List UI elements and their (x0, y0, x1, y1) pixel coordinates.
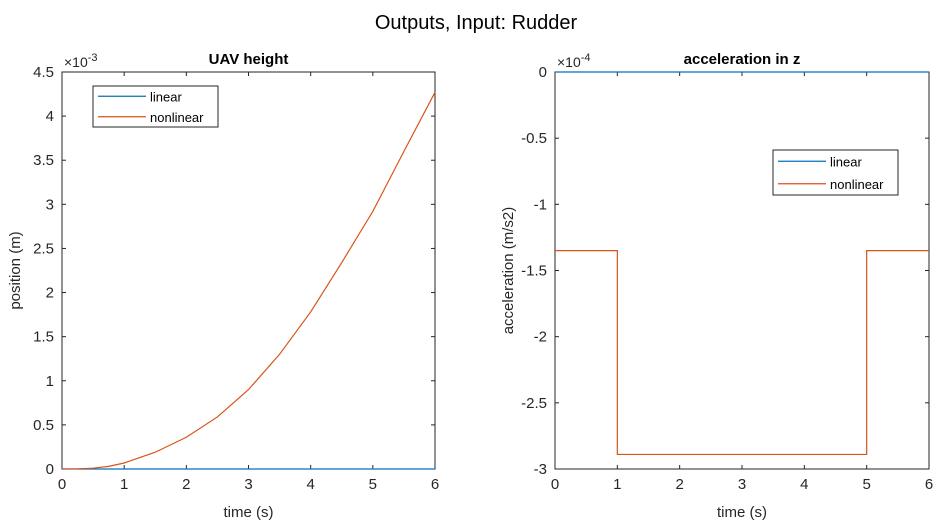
figure-title: Outputs, Input: Rudder (375, 12, 578, 34)
accel-z-legend-label-linear: linear (830, 154, 862, 169)
uav-height-ytick-label: 2.5 (33, 240, 54, 257)
accel-z-ytick-label: -1.5 (521, 263, 547, 280)
accel-z-series-nonlinear-line (555, 250, 929, 456)
accel-z-xlabel: time (s) (717, 504, 767, 521)
accel-z-ylabel: acceleration (m/s2) (500, 207, 517, 335)
uav-height-xtick-label: 0 (58, 476, 66, 493)
accel-z-ytick-label: -3 (534, 461, 547, 478)
uav-height-legend-label-linear: linear (150, 89, 182, 104)
uav-height-xtick-label: 4 (306, 476, 314, 493)
uav-height-ytick-label: 3 (46, 196, 54, 213)
uav-height-ytick-label: 0 (46, 461, 54, 478)
uav-height-ytick-label: 4 (46, 108, 54, 125)
uav-height-xtick-label: 2 (182, 476, 190, 493)
accel-z-xtick-label: 1 (613, 476, 621, 493)
uav-height-title: UAV height (209, 51, 289, 68)
accel-z-ytick-label: -1 (534, 196, 547, 213)
accel-z-axes-box (554, 71, 930, 470)
uav-height-ytick-label: 0.5 (33, 417, 54, 434)
uav-height-axes-box (61, 71, 436, 470)
acceleration-plot: 0 1 2 3 4 5 6 0 -0.5 -1 -1.5 -2 -2.5 -3 ×10-4 accelerat… (500, 51, 933, 521)
uav-height-xtick-label: 5 (369, 476, 377, 493)
uav-height-series-nonlinear-line (61, 92, 436, 470)
uav-height-xtick-label: 6 (431, 476, 439, 493)
accel-z-xtick-label: 5 (862, 476, 870, 493)
uav-height-ytick-label: 2 (46, 285, 54, 302)
uav-height-ytick-label: 4.5 (33, 64, 54, 81)
uav-height-xtick-label: 3 (244, 476, 252, 493)
accel-z-ytick-label: 0 (539, 64, 547, 81)
accel-z-xtick-label: 3 (738, 476, 746, 493)
uav-height-legend: linear nonlinear (92, 85, 219, 128)
uav-height-ytick-label: 3.5 (33, 152, 54, 169)
uav-height-y-exponent: ×10-3 (64, 52, 98, 70)
uav-height-xtick-label: 1 (120, 476, 128, 493)
uav-height-xlabel: time (s) (224, 504, 274, 521)
accel-z-legend: linear nonlinear (772, 149, 899, 196)
accel-z-xtick-label: 2 (675, 476, 683, 493)
accel-z-xtick-label: 4 (800, 476, 808, 493)
uav-height-legend-label-nonlinear: nonlinear (150, 110, 204, 125)
accel-z-ytick-label: -0.5 (521, 130, 547, 147)
uav-height-plot: 0 1 2 3 4 5 6 0 0.5 1 1.5 2 2.5 3 3.5 4 4.5 ×10-3 UAV heig… (7, 51, 439, 521)
uav-height-y-exponent-power: -3 (88, 52, 98, 64)
uav-height-ytick-label: 1 (46, 373, 54, 390)
accel-z-title: acceleration in z (684, 51, 801, 68)
accel-z-legend-box (772, 149, 899, 196)
accel-z-ytick-label: -2.5 (521, 395, 547, 412)
accel-z-legend-label-nonlinear: nonlinear (830, 177, 884, 192)
accel-z-xtick-label: 0 (551, 476, 559, 493)
uav-height-ytick-label: 1.5 (33, 329, 54, 346)
accel-z-xtick-label: 6 (925, 476, 933, 493)
accel-z-ytick-label: -2 (534, 329, 547, 346)
uav-height-legend-box (92, 85, 219, 128)
accel-z-y-exponent-power: -4 (581, 52, 591, 64)
uav-height-ylabel: position (m) (7, 231, 24, 309)
accel-z-y-exponent: ×10-4 (557, 52, 591, 70)
